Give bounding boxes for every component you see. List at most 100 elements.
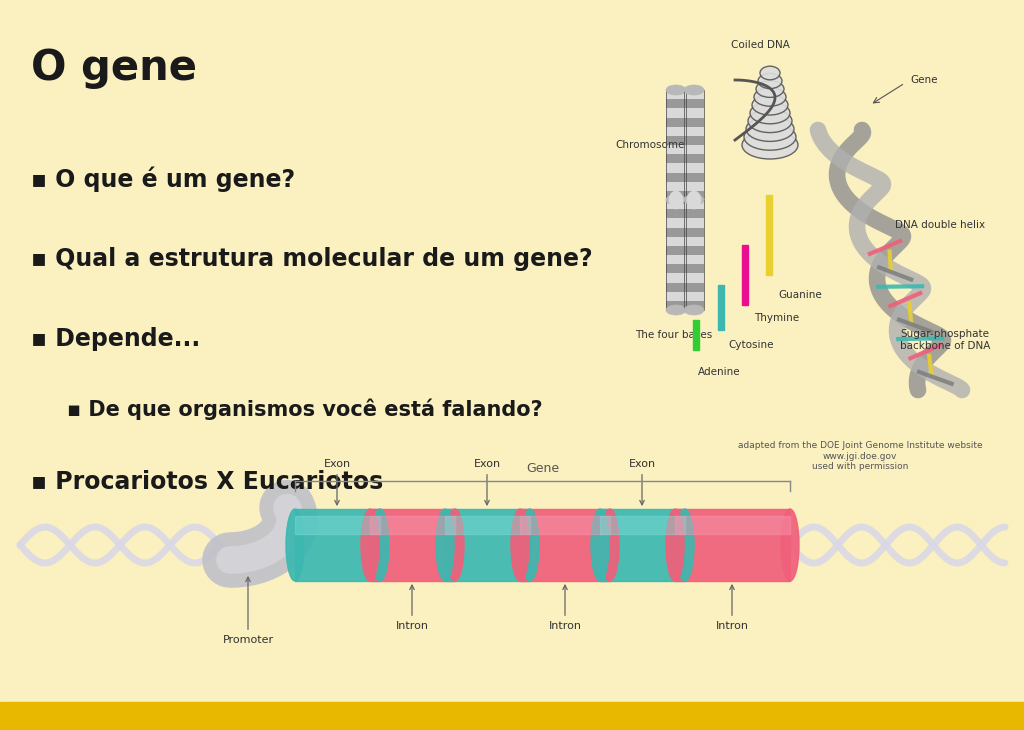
Bar <box>684 255 705 264</box>
Ellipse shape <box>286 509 304 581</box>
Text: DNA double helix: DNA double helix <box>895 220 985 230</box>
Ellipse shape <box>781 509 799 581</box>
Bar <box>684 99 705 108</box>
Bar <box>742 245 748 305</box>
Bar <box>684 164 705 172</box>
Text: ▪ De que organismos você está falando?: ▪ De que organismos você está falando? <box>67 398 542 420</box>
Ellipse shape <box>744 124 796 150</box>
Bar <box>684 237 705 246</box>
Text: Chromosome: Chromosome <box>615 140 684 150</box>
Bar <box>693 320 699 350</box>
Bar <box>520 516 610 534</box>
Ellipse shape <box>361 509 379 581</box>
Text: Intron: Intron <box>716 585 749 631</box>
Bar <box>684 210 705 218</box>
Bar <box>666 118 686 127</box>
Ellipse shape <box>756 80 784 97</box>
Ellipse shape <box>666 195 686 205</box>
Bar <box>666 154 686 164</box>
Bar <box>684 182 705 191</box>
Bar <box>666 172 686 182</box>
Bar <box>666 99 686 108</box>
Ellipse shape <box>746 117 794 142</box>
Bar <box>666 90 686 99</box>
Bar <box>684 264 705 273</box>
Bar <box>766 195 772 275</box>
Text: Exon: Exon <box>324 459 350 505</box>
Bar <box>666 210 686 218</box>
Ellipse shape <box>754 88 786 106</box>
Bar <box>666 264 686 273</box>
Text: Thymine: Thymine <box>754 313 799 323</box>
Ellipse shape <box>760 66 780 80</box>
Bar <box>718 285 724 330</box>
Ellipse shape <box>666 195 686 205</box>
Bar <box>684 246 705 255</box>
Bar <box>684 90 705 99</box>
Bar <box>666 164 686 172</box>
Bar <box>684 136 705 145</box>
Bar <box>684 301 705 310</box>
Bar <box>666 301 686 310</box>
Ellipse shape <box>601 509 618 581</box>
Ellipse shape <box>758 74 782 88</box>
Ellipse shape <box>684 195 705 205</box>
Text: Cytosine: Cytosine <box>728 340 773 350</box>
Bar <box>684 127 705 136</box>
Bar <box>684 218 705 228</box>
Bar <box>370 516 455 534</box>
Ellipse shape <box>684 195 705 205</box>
Bar <box>684 200 705 310</box>
Bar <box>666 283 686 292</box>
Bar <box>445 516 530 534</box>
Bar <box>666 108 686 118</box>
Ellipse shape <box>371 509 389 581</box>
Bar <box>666 273 686 283</box>
Bar <box>684 283 705 292</box>
Text: Exon: Exon <box>629 459 655 505</box>
Bar <box>666 246 686 255</box>
Text: Promoter: Promoter <box>222 577 273 645</box>
Text: ▪ O que é um gene?: ▪ O que é um gene? <box>31 166 295 191</box>
Bar <box>666 255 686 264</box>
Text: Exon: Exon <box>473 459 501 505</box>
Bar <box>666 200 686 210</box>
Bar <box>445 509 530 581</box>
Bar <box>684 200 705 210</box>
Bar <box>666 145 686 154</box>
Text: ▪ Qual a estrutura molecular de um gene?: ▪ Qual a estrutura molecular de um gene? <box>31 247 592 271</box>
Text: O gene: O gene <box>31 47 197 90</box>
Bar <box>675 516 790 534</box>
Ellipse shape <box>666 305 686 315</box>
Bar <box>666 237 686 246</box>
Bar <box>295 509 380 581</box>
Bar <box>666 182 686 191</box>
Ellipse shape <box>521 509 539 581</box>
Bar <box>370 509 455 581</box>
Bar <box>684 154 705 164</box>
Ellipse shape <box>684 305 705 315</box>
Ellipse shape <box>752 95 788 115</box>
Bar <box>666 200 686 310</box>
Bar <box>600 516 685 534</box>
Bar <box>675 509 790 581</box>
Bar <box>666 292 686 301</box>
Bar <box>666 218 686 228</box>
Ellipse shape <box>446 509 464 581</box>
Ellipse shape <box>742 131 798 159</box>
Bar <box>684 292 705 301</box>
Text: Intron: Intron <box>395 585 428 631</box>
Ellipse shape <box>666 509 684 581</box>
Text: Intron: Intron <box>549 585 582 631</box>
Bar <box>666 191 686 200</box>
Bar <box>684 191 705 200</box>
Text: ▪ Depende...: ▪ Depende... <box>31 328 200 351</box>
Text: Gene: Gene <box>526 462 559 475</box>
Bar <box>684 90 705 200</box>
Ellipse shape <box>684 85 705 95</box>
Text: Adenine: Adenine <box>698 367 740 377</box>
Bar <box>520 509 610 581</box>
Text: The four bases: The four bases <box>635 330 713 340</box>
Ellipse shape <box>669 191 683 209</box>
Text: Gene: Gene <box>910 75 938 85</box>
